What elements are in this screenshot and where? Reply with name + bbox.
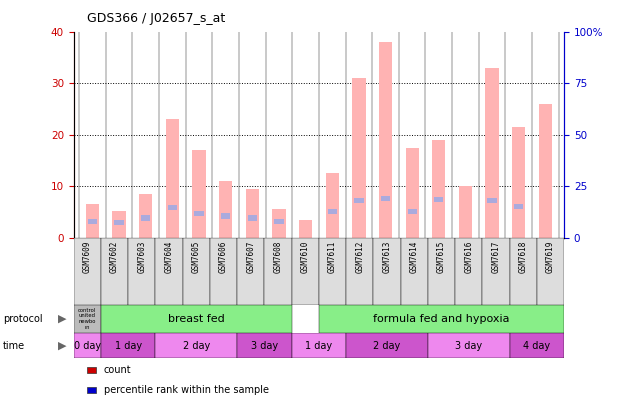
Bar <box>192 150 206 238</box>
Bar <box>74 305 101 333</box>
Text: GSM7615: GSM7615 <box>437 241 446 273</box>
Bar <box>510 333 564 358</box>
Bar <box>101 333 155 358</box>
Text: 3 day: 3 day <box>455 341 482 350</box>
Bar <box>74 238 101 305</box>
Bar <box>183 238 210 305</box>
Bar <box>514 204 524 209</box>
Bar <box>88 219 97 224</box>
Bar <box>374 238 401 305</box>
Text: breast fed: breast fed <box>168 314 225 324</box>
Bar <box>168 205 177 210</box>
Bar <box>428 238 455 305</box>
Bar <box>328 209 337 215</box>
Bar <box>352 78 365 238</box>
Text: GSM7617: GSM7617 <box>492 241 501 273</box>
Bar <box>165 119 179 238</box>
Text: protocol: protocol <box>3 314 43 324</box>
Text: GSM7612: GSM7612 <box>355 241 364 273</box>
Text: 1 day: 1 day <box>305 341 333 350</box>
Text: control
united
newbo
rn: control united newbo rn <box>78 308 96 330</box>
Bar <box>219 181 232 238</box>
Bar <box>319 305 564 333</box>
Bar <box>455 238 483 305</box>
Bar <box>221 213 230 219</box>
Bar <box>112 211 126 238</box>
Bar <box>459 186 472 238</box>
Text: 0 day: 0 day <box>74 341 101 350</box>
Text: GSM7604: GSM7604 <box>165 241 174 273</box>
Bar <box>292 238 319 305</box>
Bar <box>346 333 428 358</box>
Text: count: count <box>104 365 131 375</box>
Bar <box>128 238 155 305</box>
Bar <box>512 127 526 238</box>
Bar <box>510 238 537 305</box>
Text: GSM7606: GSM7606 <box>219 241 228 273</box>
Bar <box>432 140 445 238</box>
Text: 3 day: 3 day <box>251 341 278 350</box>
Text: formula fed and hypoxia: formula fed and hypoxia <box>373 314 510 324</box>
Bar <box>482 238 510 305</box>
Bar <box>114 219 124 225</box>
Text: GDS366 / J02657_s_at: GDS366 / J02657_s_at <box>87 12 225 25</box>
Bar <box>434 197 444 202</box>
Bar <box>237 333 292 358</box>
Bar <box>537 238 564 305</box>
Bar <box>74 333 101 358</box>
Bar <box>210 238 237 305</box>
Text: GSM7614: GSM7614 <box>410 241 419 273</box>
Text: time: time <box>3 341 26 350</box>
Bar <box>274 219 283 224</box>
Bar <box>247 215 257 221</box>
Text: ▶: ▶ <box>58 314 66 324</box>
Bar <box>292 333 346 358</box>
Bar <box>237 238 264 305</box>
Bar <box>194 211 204 217</box>
Text: 2 day: 2 day <box>183 341 210 350</box>
Bar <box>379 42 392 238</box>
Bar <box>487 198 497 203</box>
Text: percentile rank within the sample: percentile rank within the sample <box>104 385 269 395</box>
Bar <box>401 238 428 305</box>
Bar <box>265 238 292 305</box>
Bar <box>272 209 286 238</box>
Bar <box>485 68 499 238</box>
Bar <box>354 198 363 203</box>
Bar <box>326 173 339 238</box>
Text: GSM7616: GSM7616 <box>464 241 473 273</box>
Bar <box>155 238 183 305</box>
Text: GSM7619: GSM7619 <box>546 241 555 273</box>
Text: GSM7618: GSM7618 <box>519 241 528 273</box>
Bar <box>428 333 510 358</box>
Text: 2 day: 2 day <box>373 341 401 350</box>
Bar <box>101 238 128 305</box>
Bar <box>346 238 373 305</box>
Text: 4 day: 4 day <box>523 341 551 350</box>
Text: GSM7610: GSM7610 <box>301 241 310 273</box>
Bar <box>406 147 419 238</box>
Text: GSM7603: GSM7603 <box>137 241 146 273</box>
Text: GSM7605: GSM7605 <box>192 241 201 273</box>
Bar <box>539 104 552 238</box>
Bar <box>408 209 417 215</box>
Bar <box>101 305 292 333</box>
Text: GSM7611: GSM7611 <box>328 241 337 273</box>
Text: GSM7602: GSM7602 <box>110 241 119 273</box>
Bar <box>299 219 312 238</box>
Text: GSM7609: GSM7609 <box>83 241 92 273</box>
Text: GSM7607: GSM7607 <box>246 241 255 273</box>
Bar <box>155 333 237 358</box>
Text: GSM7608: GSM7608 <box>274 241 283 273</box>
Bar <box>139 194 153 238</box>
Text: GSM7613: GSM7613 <box>383 241 392 273</box>
Text: 1 day: 1 day <box>115 341 142 350</box>
Bar <box>319 238 346 305</box>
Text: ▶: ▶ <box>58 341 66 350</box>
Bar <box>141 215 151 221</box>
Bar <box>381 196 390 201</box>
Bar <box>246 188 259 238</box>
Bar <box>86 204 99 238</box>
